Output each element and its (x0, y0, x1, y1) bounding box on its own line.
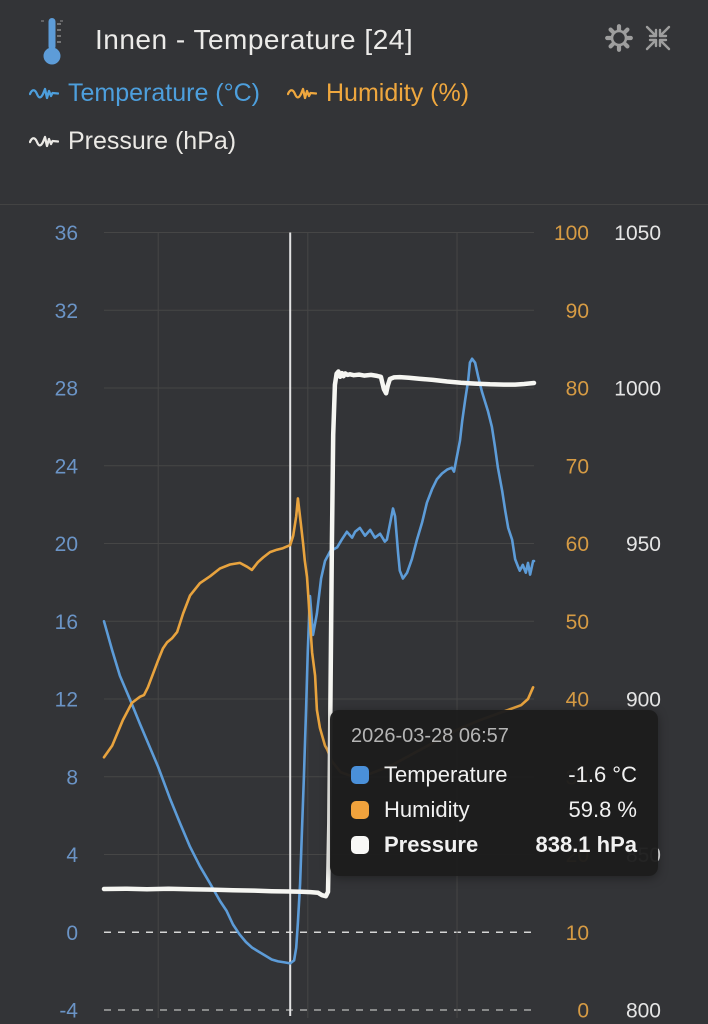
tooltip-series-label: Humidity (384, 796, 470, 822)
axis-tick-label: 1000 (614, 378, 661, 401)
tooltip-row-humidity: Humidity 59.8 % (351, 792, 637, 827)
axis-tick-label: 4 (66, 844, 78, 867)
tooltip-series-value: 59.8 % (568, 796, 638, 822)
compress-arrows-icon[interactable] (643, 23, 673, 53)
legend-label: Pressure (hPa) (68, 127, 237, 155)
axis-tick-label: 16 (55, 611, 78, 634)
tooltip-series-label: Temperature (384, 761, 508, 787)
axis-tick-label: 28 (55, 378, 78, 401)
axis-tick-label: 40 (566, 689, 589, 712)
axis-tick-label: 1050 (614, 222, 661, 245)
axis-tick-label: 50 (566, 611, 589, 634)
axis-tick-label: 32 (55, 300, 78, 323)
tooltip-series-value: 838.1 hPa (535, 831, 637, 857)
line-series-icon (29, 87, 59, 100)
widget-header: Innen - Temperature [24] Temperature (°C… (0, 0, 708, 204)
settings-gear-icon[interactable] (604, 23, 634, 53)
axis-tick-label: 100 (554, 222, 589, 245)
legend-label: Humidity (%) (326, 79, 470, 107)
axis-tick-label: 900 (626, 689, 661, 712)
tooltip-row-pressure: Pressure 838.1 hPa (351, 827, 637, 862)
temperature-swatch (351, 765, 369, 784)
axis-tick-label: 950 (626, 533, 661, 556)
pressure-swatch (351, 835, 369, 854)
axis-tick-label: 0 (66, 922, 78, 945)
axis-tick-label: 8 (66, 766, 78, 789)
axis-tick-label: 36 (55, 222, 78, 245)
chart-tooltip: 2026-03-28 06:57 Temperature -1.6 °C Hum… (330, 710, 658, 876)
legend-item-temperature[interactable]: Temperature (°C) (29, 79, 260, 108)
thermometer-icon (41, 18, 63, 65)
axis-tick-label: 800 (626, 1000, 661, 1023)
axis-tick-label: 24 (55, 455, 79, 478)
axis-tick-label: 70 (566, 455, 589, 478)
series-line-temperature (102, 357, 536, 965)
axis-tick-label: 20 (55, 533, 78, 556)
tooltip-timestamp: 2026-03-28 06:57 (351, 725, 509, 747)
header-divider (0, 204, 708, 205)
legend-item-humidity[interactable]: Humidity (%) (287, 79, 469, 108)
legend-item-pressure[interactable]: Pressure (hPa) (29, 127, 236, 156)
legend-label: Temperature (°C) (68, 79, 260, 107)
series-line-pressure (101, 369, 537, 899)
page-title: Innen - Temperature [24] (95, 24, 414, 55)
axis-tick-label: 12 (55, 689, 78, 712)
axis-tick-label: 0 (577, 1000, 589, 1023)
axis-tick-label: -4 (59, 1000, 78, 1023)
tooltip-series-value: -1.6 °C (568, 761, 637, 787)
line-series-icon (287, 87, 317, 100)
axis-tick-label: 10 (566, 922, 589, 945)
tooltip-row-temperature: Temperature -1.6 °C (351, 757, 637, 792)
humidity-swatch (351, 800, 369, 819)
line-series-icon (29, 135, 59, 148)
chart-canvas[interactable]: 36322824201612840-4100908070605040302010… (0, 205, 708, 1024)
axis-tick-label: 90 (566, 300, 589, 323)
axis-tick-label: 80 (566, 378, 589, 401)
tooltip-series-label: Pressure (384, 831, 479, 857)
axis-tick-label: 60 (566, 533, 589, 556)
